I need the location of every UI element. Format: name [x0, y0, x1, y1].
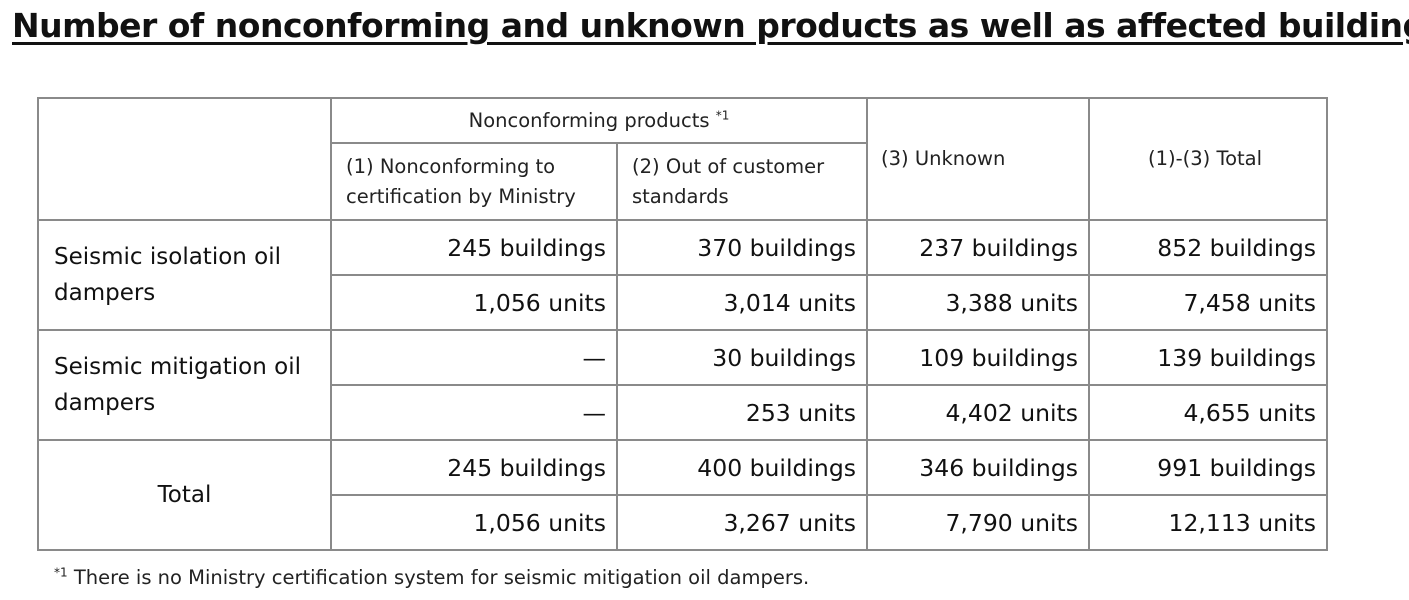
table-cell: — — [330, 329, 618, 386]
table-cell: 1,056 units — [330, 494, 618, 551]
table-cell: 4,655 units — [1088, 384, 1328, 441]
col-header-out-of-customer-standards: (2) Out of customer standards — [616, 142, 868, 221]
table-cell: 7,790 units — [866, 494, 1090, 551]
data-table: Nonconforming products *1 (3) Unknown (1… — [37, 97, 1328, 551]
table-cell: 852 buildings — [1088, 219, 1328, 276]
table-cell: 3,388 units — [866, 274, 1090, 331]
page-title: Number of nonconforming and unknown prod… — [12, 6, 1409, 45]
table-cell: 109 buildings — [866, 329, 1090, 386]
col-header-unknown: (3) Unknown — [866, 97, 1090, 221]
table-cell: 245 buildings — [330, 219, 618, 276]
table-cell: 237 buildings — [866, 219, 1090, 276]
table-cell: — — [330, 384, 618, 441]
group-header-label: Nonconforming products — [468, 108, 710, 132]
footnote-ref: *1 — [715, 108, 730, 122]
table-cell: 370 buildings — [616, 219, 868, 276]
table-cell: 3,014 units — [616, 274, 868, 331]
group-header: Nonconforming products *1 — [330, 97, 868, 144]
table-cell: 253 units — [616, 384, 868, 441]
row-label-total: Total — [37, 439, 332, 551]
footnote-mark: *1 — [54, 565, 68, 580]
row-label-mitigation: Seismic mitigation oil dampers — [37, 329, 332, 441]
table-cell: 1,056 units — [330, 274, 618, 331]
table-cell: 12,113 units — [1088, 494, 1328, 551]
col-header-nonconforming-ministry: (1) Nonconforming to certification by Mi… — [330, 142, 618, 221]
col-header-total: (1)-(3) Total — [1088, 97, 1328, 221]
table-cell: 7,458 units — [1088, 274, 1328, 331]
row-label-isolation: Seismic isolation oil dampers — [37, 219, 332, 331]
corner-cell — [37, 97, 332, 221]
table-cell: 139 buildings — [1088, 329, 1328, 386]
table-cell: 30 buildings — [616, 329, 868, 386]
table-cell: 4,402 units — [866, 384, 1090, 441]
table-cell: 400 buildings — [616, 439, 868, 496]
table-cell: 3,267 units — [616, 494, 868, 551]
footnote: *1 There is no Ministry certification sy… — [54, 566, 809, 589]
table-cell: 346 buildings — [866, 439, 1090, 496]
table-cell: 245 buildings — [330, 439, 618, 496]
footnote-text: There is no Ministry certification syste… — [73, 566, 810, 589]
table-cell: 991 buildings — [1088, 439, 1328, 496]
